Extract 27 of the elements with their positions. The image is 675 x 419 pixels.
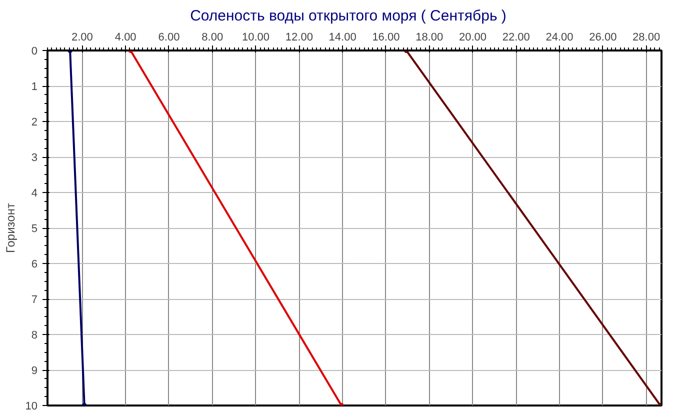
x-tick-label: 24.00 (546, 32, 574, 44)
y-tick-label: 3 (31, 152, 38, 164)
x-tick-label: 12.00 (285, 32, 313, 44)
x-tick-label: 20.00 (458, 32, 487, 44)
y-tick-label: 8 (31, 330, 38, 342)
y-tick-label: 4 (31, 188, 38, 200)
x-tick-label: 2.00 (72, 32, 93, 44)
y-tick-label: 10 (25, 400, 38, 412)
y-tick-label: 5 (31, 223, 38, 235)
y-tick-label: 7 (31, 294, 38, 306)
x-tick-label: 26.00 (589, 32, 617, 44)
x-tick-label: 4.00 (114, 32, 136, 44)
x-tick-label: 22.00 (502, 32, 530, 44)
y-tick-label: 6 (31, 258, 38, 270)
y-tick-label: 9 (31, 365, 38, 377)
x-tick-label: 18.00 (416, 32, 444, 44)
x-tick-label: 10.00 (242, 32, 270, 44)
y-tick-label: 1 (31, 81, 38, 93)
x-tick-label: 8.00 (202, 32, 224, 44)
y-axis-title: Горизонт (3, 202, 18, 253)
x-tick-label: 6.00 (158, 32, 180, 44)
x-tick-label: 16.00 (372, 32, 400, 44)
y-tick-label: 2 (31, 116, 38, 128)
x-tick-label: 28.00 (632, 32, 660, 44)
x-tick-label: 14.00 (328, 32, 356, 44)
y-tick-label: 0 (31, 46, 38, 58)
chart-title: Соленость воды открытого моря ( Сентябрь ) (190, 8, 506, 24)
